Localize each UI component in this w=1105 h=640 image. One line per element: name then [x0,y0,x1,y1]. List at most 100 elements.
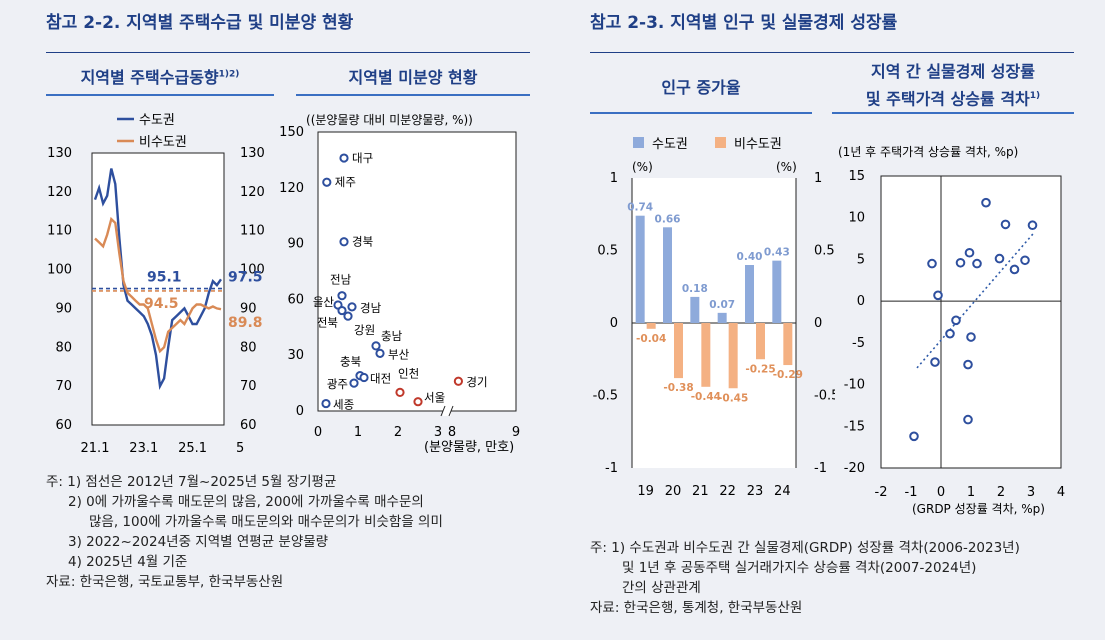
bar-value-label: 0.07 [709,299,735,311]
y-tick-left: -0.5 [593,389,618,404]
bar-value-label: 0.66 [655,213,681,225]
bar-value-label: -0.25 [745,363,775,375]
bar-value-label: -0.44 [691,391,721,403]
scatter-point [1000,219,1011,230]
supply-chart-title: 지역별 주택수급동향1)2) [80,68,240,87]
unsold-xlabel: (분양물량, 만호) [424,440,514,455]
x-tick-label: 2 [997,485,1005,500]
scatter-point [963,414,973,425]
point-label: 인천 [398,366,419,380]
end-label-noncapital: 89.8 [228,315,263,331]
y-tick-right: 110 [240,224,265,239]
x-tick-label: -1 [905,485,918,500]
bar-value-label: 0.74 [627,202,653,214]
bar-noncapital [646,323,656,329]
scatter-point [1027,220,1038,231]
scatter-point [1020,255,1030,266]
left-note-4: 3) 2022~2024년중 지역별 연평균 분양물량 [68,534,329,550]
y-tick-label: 10 [848,211,865,226]
scatter-point [955,257,966,268]
x-tick-label: 23 [747,484,764,499]
axis-break-gap [443,406,451,416]
point-label: 부산 [388,347,410,361]
axis-break-mark [448,405,454,417]
right-source: 자료: 한국은행, 통계청, 한국부동산원 [590,600,803,616]
supply-line-chart: 수도권 비수도권 60 60 70 70 80 80 90 90 100 100 110 110 120… [47,113,265,456]
y-tick-right: 60 [240,418,257,433]
scatter-point [966,332,976,342]
x-tick-label: 20 [665,484,682,499]
x-tick-label: 9 [512,425,520,440]
scatter-point [343,311,353,321]
gap-plot-frame [880,175,1062,469]
bar-capital [690,296,700,323]
bar-noncapital [728,323,738,389]
point-label: 강원 [354,323,375,337]
point-label: 광주 [327,377,348,391]
bar-value-label: -0.29 [773,369,803,381]
left-note-5: 4) 2025년 4월 기준 [68,554,188,570]
point-label: 경기 [466,375,487,389]
legend-noncapital-bar-swatch [715,137,726,148]
y-tick-right: 0.5 [814,244,835,259]
bar-noncapital [701,323,711,387]
bar-value-label: 0.43 [764,247,790,259]
bar-capital [745,265,754,323]
x-tick-label: 24 [774,484,791,499]
x-tick-label: 21 [692,484,709,499]
left-section-title: 참고 2-2. 지역별 주택수급 및 미분양 현황 [46,13,354,33]
y-tick-label: 15 [848,169,865,184]
unsold-chart-title-rule [296,94,530,96]
scatter-point [933,290,943,301]
right-section-title: 참고 2-3. 지역별 인구 및 실물경제 성장률 [590,13,898,33]
pop-unit-right: (%) [776,160,797,174]
bar-noncapital [756,323,765,360]
x-tick-label: 4 [1057,485,1065,500]
bar-value-label: 0.40 [737,251,763,263]
unsold-plot-frame [317,131,517,412]
y-tick-label: 120 [279,181,304,196]
series-line [93,168,222,390]
bar-capital [717,312,727,323]
series-line [94,216,222,354]
end-label-capital: 97.5 [228,269,263,285]
y-tick-label: 90 [287,237,304,252]
x-tick-label: 22 [719,484,736,499]
scatter-point [930,357,940,367]
unsold-ylabel: ((분양물량 대비 미분양물량, %)) [306,113,473,127]
unsold-scatter-chart: ((분양물량 대비 미분양물량, %)) 0 30 60 90 120 150 0 1 2 3 8 9… [279,113,520,455]
x-tick-label: 3 [1027,485,1035,500]
right-section-rule [590,52,1074,53]
y-tick-right: 70 [240,379,257,394]
y-tick-label: -5 [852,336,865,351]
point-label: 대전 [370,372,391,386]
y-tick-right: 120 [240,185,265,200]
point-label: 전남 [330,273,352,287]
scatter-point [322,177,332,187]
scatter-point [337,291,347,301]
y-tick-left: 1 [610,171,618,186]
gap-xlabel: (GRDP 성장률 격차, %p) [912,502,1045,516]
point-label: 서울 [424,391,445,405]
y-tick-left: 120 [47,185,72,200]
legend-noncapital-label: 비수도권 [139,135,187,150]
y-tick-label: 0 [296,404,304,419]
right-note-1: 주: 1) 수도권과 비수도권 간 실물경제(GRDP) 성장률 격차(2006… [590,540,1020,556]
x-tick-label: -2 [875,485,888,500]
scatter-point [453,376,463,386]
pop-chart-title: 인구 증가율 [661,78,741,97]
y-tick-left: 0 [610,316,618,331]
y-tick-right: 80 [240,340,257,355]
x-tick-label: 8 [448,425,456,440]
population-bar-chart: 수도권 비수도권 (%) (%) -1 -1 -0.5 -0.5 0 0 0.5 0.5 1 1 1… [593,137,835,499]
y-tick-label: -15 [844,419,865,434]
gap-chart-title-rule [832,112,1074,114]
y-tick-right: 90 [240,301,257,316]
right-notes: 주: 1) 수도권과 비수도권 간 실물경제(GRDP) 성장률 격차(2006… [590,538,1020,618]
y-tick-right: 130 [240,146,265,161]
supply-chart-title-rule [46,94,274,96]
x-tick-label: 21.1 [81,441,110,456]
y-tick-left: 130 [47,146,72,161]
scatter-point [321,398,331,409]
point-label: 제주 [335,175,356,189]
